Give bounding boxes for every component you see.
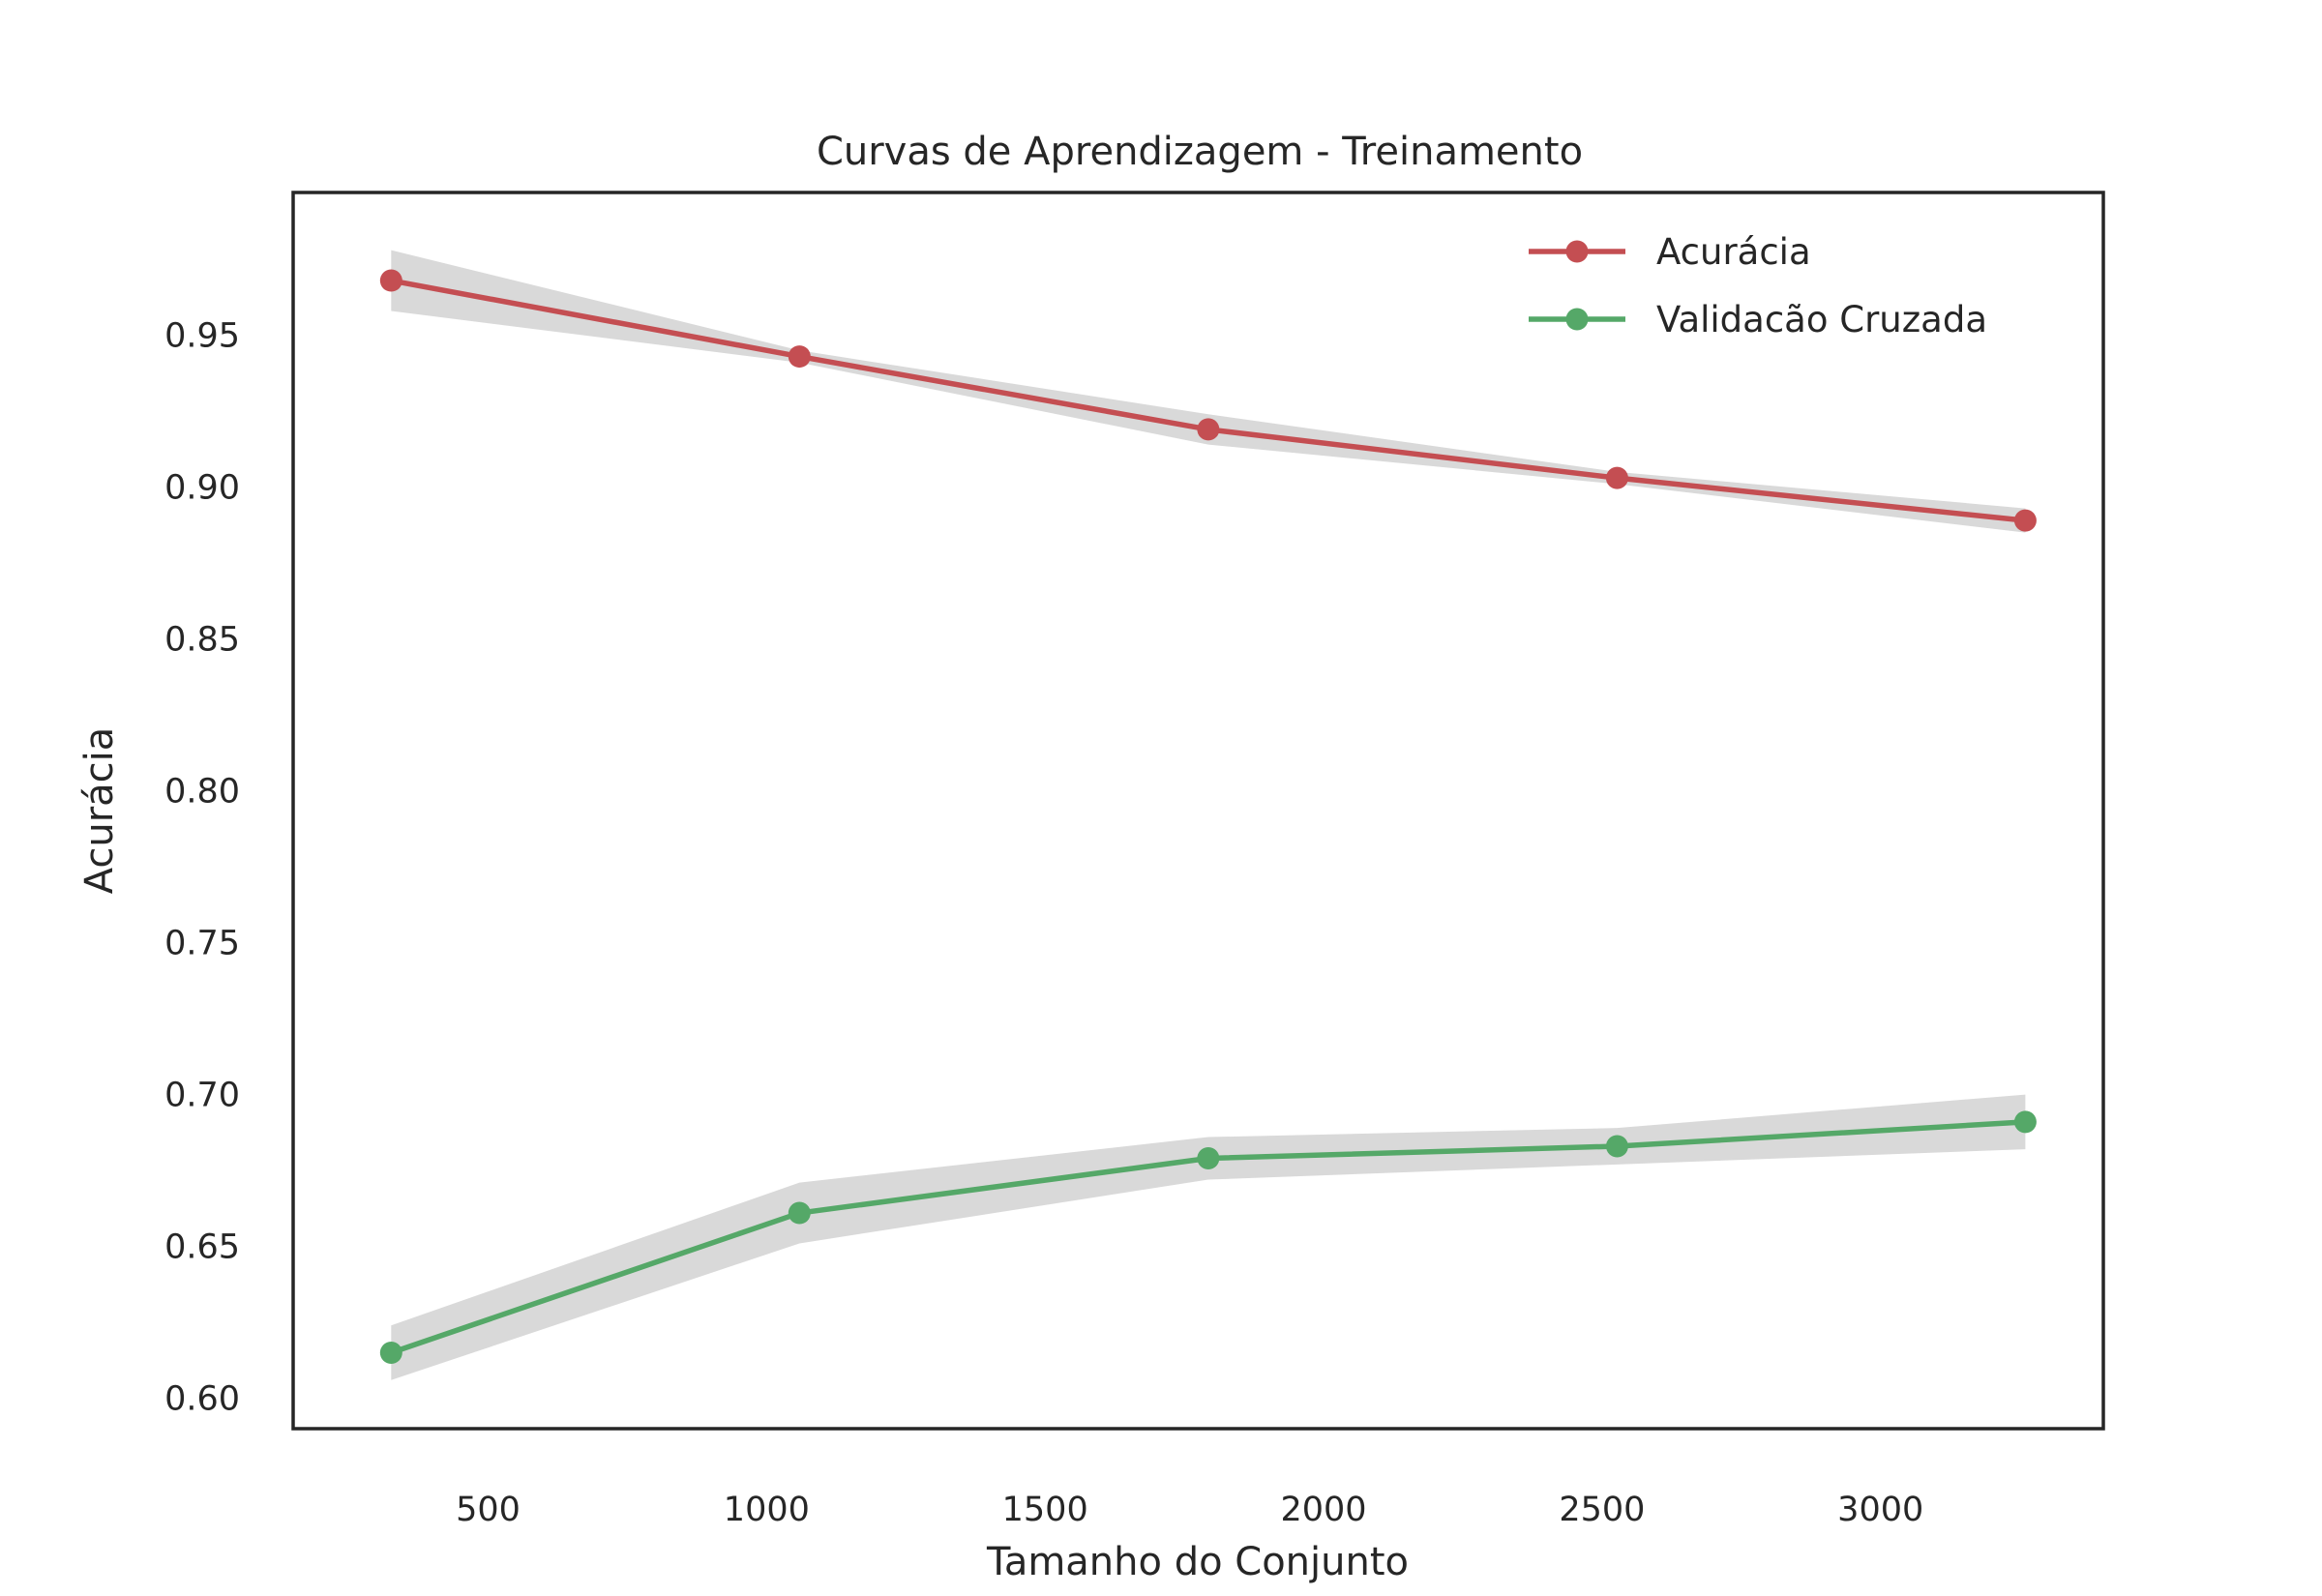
data-point-0-4 [2013, 509, 2037, 532]
data-point-1-1 [788, 1201, 811, 1225]
legend-label-1: Validacão Cruzada [1656, 299, 1987, 340]
x-tick-label: 3000 [1837, 1491, 1923, 1529]
legend-label-0: Acurácia [1656, 231, 1811, 273]
x-tick-label: 2500 [1559, 1491, 1645, 1529]
series-points [379, 269, 2037, 1364]
data-point-1-0 [379, 1341, 402, 1364]
y-axis-ticks: 0.60 0.65 0.70 0.75 0.80 0.85 0.90 0.95 [164, 317, 240, 1419]
x-axis-ticks: 500 1000 1500 2000 2500 3000 [456, 1491, 1923, 1529]
x-tick-label: 1500 [1002, 1491, 1088, 1529]
y-tick-label: 0.85 [164, 621, 240, 660]
y-tick-label: 0.60 [164, 1380, 240, 1419]
data-point-0-0 [379, 269, 402, 292]
y-tick-label: 0.90 [164, 469, 240, 508]
data-point-0-1 [788, 345, 811, 369]
data-point-1-4 [2013, 1110, 2037, 1134]
data-point-0-2 [1197, 418, 1220, 441]
legend-marker-1 [1565, 308, 1589, 331]
y-tick-label: 0.80 [164, 773, 240, 812]
plot-area-frame [291, 191, 2105, 1431]
x-tick-label: 1000 [724, 1491, 810, 1529]
data-point-0-3 [1605, 466, 1628, 489]
y-tick-label: 0.75 [164, 925, 240, 963]
x-axis-label: Tamanho do Conjunto [986, 1540, 1409, 1584]
legend-item-0: Acurácia [1529, 231, 1811, 273]
y-tick-label: 0.95 [164, 317, 240, 356]
y-tick-label: 0.70 [164, 1077, 240, 1115]
data-point-1-3 [1605, 1135, 1628, 1158]
x-tick-label: 500 [456, 1491, 521, 1529]
y-axis-label: Acurácia [77, 727, 122, 895]
legend: Acurácia Validacão Cruzada [1529, 231, 1987, 340]
data-point-1-2 [1197, 1147, 1220, 1170]
x-tick-label: 2000 [1280, 1491, 1366, 1529]
legend-marker-0 [1565, 240, 1589, 263]
chart-title: Curvas de Aprendizagem - Treinamento [817, 130, 1583, 174]
legend-item-1: Validacão Cruzada [1529, 299, 1987, 340]
y-tick-label: 0.65 [164, 1228, 240, 1267]
